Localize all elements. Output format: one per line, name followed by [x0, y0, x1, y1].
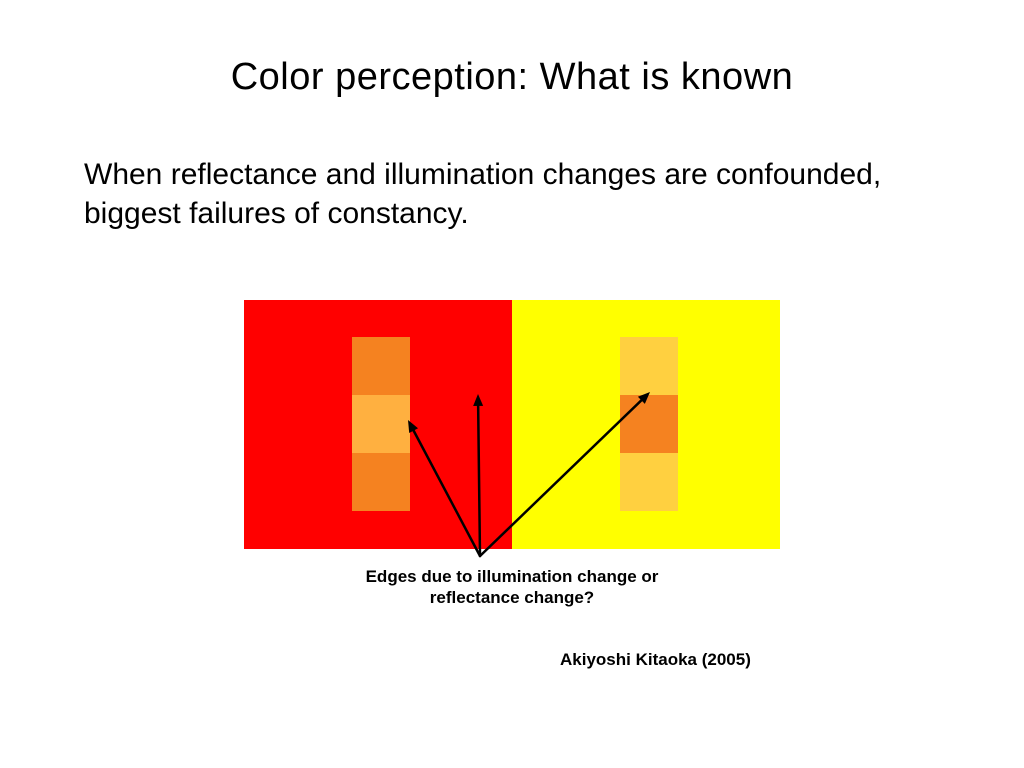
illusion-figure: [244, 300, 780, 549]
left-square-3: [352, 453, 410, 511]
right-square-2: [620, 395, 678, 453]
left-square-1: [352, 337, 410, 395]
slide-title: Color perception: What is known: [0, 56, 1024, 99]
caption-line-1: Edges due to illumination change or: [366, 567, 659, 586]
figure-caption: Edges due to illumination change or refl…: [0, 566, 1024, 609]
right-square-1: [620, 337, 678, 395]
caption-line-2: reflectance change?: [430, 588, 594, 607]
right-square-3: [620, 453, 678, 511]
slide: Color perception: What is known When ref…: [0, 0, 1024, 768]
citation: Akiyoshi Kitaoka (2005): [560, 650, 751, 670]
left-square-2: [352, 395, 410, 453]
slide-body-text: When reflectance and illumination change…: [84, 155, 904, 233]
